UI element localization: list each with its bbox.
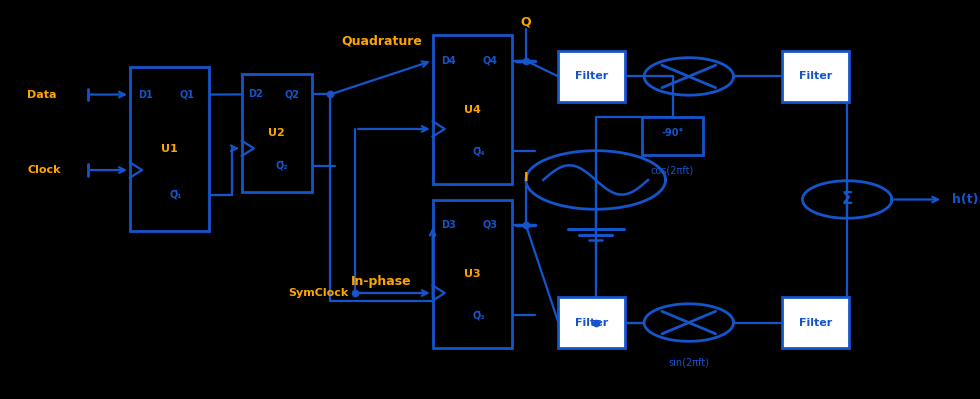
Text: Q̅₁: Q̅₁ xyxy=(170,190,182,200)
Text: Q̅₂: Q̅₂ xyxy=(276,161,288,171)
Text: D2: D2 xyxy=(248,89,263,99)
Text: Q̅₄: Q̅₄ xyxy=(472,146,485,156)
Bar xyxy=(130,67,209,231)
Bar xyxy=(242,75,312,192)
Text: U3: U3 xyxy=(464,269,480,279)
Text: D4: D4 xyxy=(441,55,456,66)
Text: Filter: Filter xyxy=(799,71,832,81)
Text: In-phase: In-phase xyxy=(351,275,412,288)
FancyBboxPatch shape xyxy=(559,297,625,348)
Bar xyxy=(432,36,512,184)
Text: sin(2πft): sin(2πft) xyxy=(668,358,710,368)
Text: Q̅₃: Q̅₃ xyxy=(472,310,485,320)
FancyBboxPatch shape xyxy=(782,297,849,348)
Text: Clock: Clock xyxy=(27,165,61,175)
Text: U2: U2 xyxy=(269,128,285,138)
Text: Q2: Q2 xyxy=(284,89,300,99)
Text: Filter: Filter xyxy=(799,318,832,328)
Text: Q3: Q3 xyxy=(482,220,497,230)
Text: Filter: Filter xyxy=(575,71,609,81)
Text: D3: D3 xyxy=(441,220,456,230)
Text: U4: U4 xyxy=(464,105,480,115)
Text: Filter: Filter xyxy=(575,318,609,328)
Text: Q4: Q4 xyxy=(482,55,497,66)
Bar xyxy=(642,117,703,154)
Text: -90°: -90° xyxy=(662,128,684,138)
Text: U1: U1 xyxy=(161,144,178,154)
Text: I: I xyxy=(523,171,528,184)
Text: Q1: Q1 xyxy=(179,89,194,100)
Text: Quadrature: Quadrature xyxy=(341,35,421,47)
Text: Q: Q xyxy=(520,15,531,28)
Text: cos(2πft): cos(2πft) xyxy=(651,165,694,175)
FancyBboxPatch shape xyxy=(782,51,849,102)
Text: SymClock: SymClock xyxy=(288,288,349,298)
FancyBboxPatch shape xyxy=(559,51,625,102)
Text: Data: Data xyxy=(27,89,57,100)
Text: Σ: Σ xyxy=(842,190,853,209)
Text: h(t): h(t) xyxy=(953,193,979,206)
Text: D1: D1 xyxy=(138,89,153,100)
Bar xyxy=(432,200,512,348)
